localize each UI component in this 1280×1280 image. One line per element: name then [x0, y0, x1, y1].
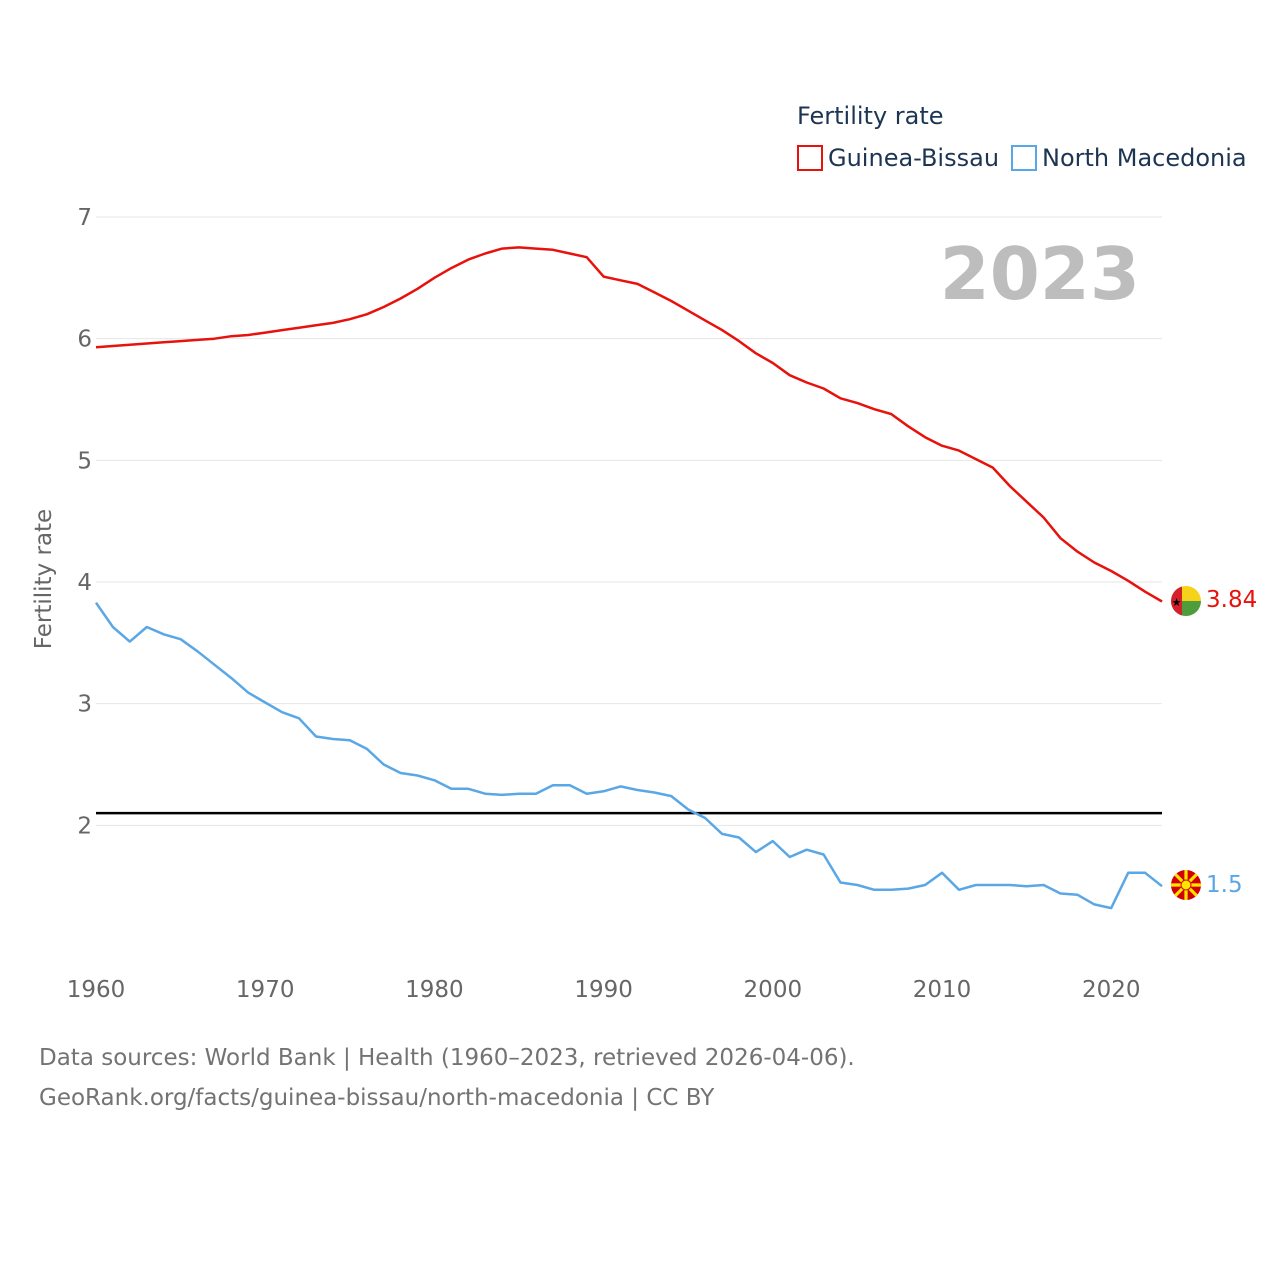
legend-item-guinea-bissau[interactable]: Guinea-Bissau: [797, 144, 999, 172]
end-value-guinea-bissau: 3.84: [1206, 587, 1257, 613]
legend-swatch-guinea-bissau: [797, 145, 823, 171]
footer-sources: Data sources: World Bank | Health (1960–…: [39, 1045, 855, 1071]
y-tick-label: 3: [77, 692, 92, 718]
end-value-north-macedonia: 1.5: [1206, 872, 1243, 898]
north-macedonia-flag-icon: [1171, 870, 1201, 900]
legend-swatch-north-macedonia: [1011, 145, 1037, 171]
y-tick-label: 6: [77, 327, 92, 353]
grid: [96, 216, 1162, 826]
legend-label-guinea-bissau: Guinea-Bissau: [828, 144, 999, 172]
year-label: 2023: [940, 232, 1140, 316]
y-tick-label: 4: [77, 570, 92, 596]
legend-label-north-macedonia: North Macedonia: [1042, 144, 1247, 172]
x-tick-label: 1980: [405, 977, 464, 1003]
y-tick-label: 5: [77, 448, 92, 474]
x-tick-label: 2000: [744, 977, 803, 1003]
svg-text:★: ★: [1172, 596, 1182, 609]
y-tick-label: 2: [77, 813, 92, 839]
fertility-chart: Fertility rate Guinea-Bissau North Maced…: [31, 102, 1257, 1003]
x-tick-label: 2020: [1082, 977, 1141, 1003]
series-line-guinea-bissau: [95, 246, 1163, 603]
footer-link[interactable]: GeoRank.org/facts/guinea-bissau/north-ma…: [39, 1085, 715, 1111]
x-tick-label: 1970: [236, 977, 295, 1003]
guinea-bissau-flag-icon: ★: [1171, 586, 1201, 616]
legend-item-north-macedonia[interactable]: North Macedonia: [1011, 144, 1247, 172]
x-axis-ticks: 1960 1970 1980 1990 2000 2010 2020: [67, 977, 1141, 1003]
x-tick-label: 2010: [913, 977, 972, 1003]
series-line-north-macedonia: [94, 601, 1163, 910]
x-tick-label: 1960: [67, 977, 126, 1003]
x-tick-label: 1990: [574, 977, 633, 1003]
y-tick-label: 7: [77, 205, 92, 231]
y-axis-label: Fertility rate: [31, 509, 57, 649]
y-axis-ticks: 2 3 4 5 6 7: [77, 205, 92, 839]
legend-title: Fertility rate: [797, 102, 944, 130]
